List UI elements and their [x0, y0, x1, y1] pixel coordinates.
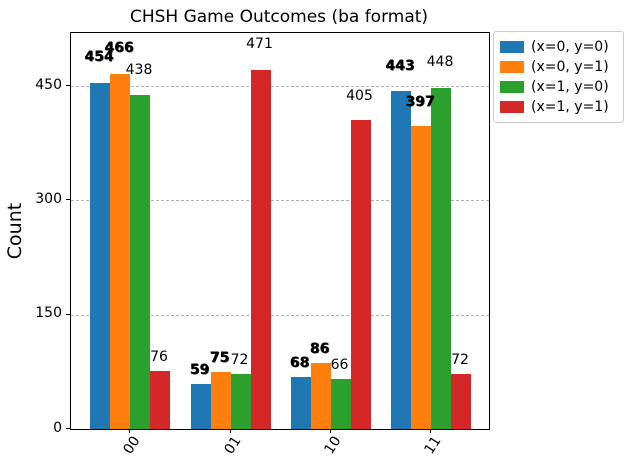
- legend-swatch-orange: [500, 61, 524, 73]
- gridline-y300: [71, 200, 489, 202]
- y-tick-label: 150: [35, 305, 62, 322]
- y-tick-mark: [66, 199, 70, 201]
- x-tick-label-01: 01: [220, 433, 245, 458]
- bar-01-s3: [250, 70, 271, 429]
- bar-value-label: 75: [209, 349, 230, 366]
- bar-value-label: 86: [309, 340, 330, 357]
- legend: (x=0, y=0) (x=0, y=1) (x=1, y=0) (x=1, y…: [493, 31, 624, 123]
- bar-value-label: 454: [84, 49, 114, 66]
- bar-value-label: 438: [125, 62, 153, 78]
- bar-11-s0: [391, 91, 411, 429]
- y-tick-label: 450: [35, 76, 62, 93]
- bar-value-label: 397: [405, 94, 435, 111]
- bar-11-s1: [411, 126, 431, 429]
- bar-10-s0: [290, 377, 311, 429]
- legend-label: (x=0, y=1): [531, 59, 609, 75]
- bar-00-s2: [130, 95, 150, 429]
- legend-swatch-blue: [500, 41, 524, 53]
- x-tick-mark: [329, 429, 331, 433]
- bar-value-label: 466: [104, 39, 134, 56]
- bar-value-label: 66: [330, 356, 349, 373]
- legend-item: (x=0, y=1): [500, 57, 616, 77]
- y-tick-label: 300: [35, 190, 62, 207]
- bar-value-label: 471: [246, 35, 273, 52]
- legend-item: (x=1, y=1): [500, 97, 616, 117]
- bar-01-s2: [230, 374, 251, 429]
- bar-10-s3: [350, 120, 371, 429]
- bar-11-s2: [431, 87, 451, 429]
- bar-01-s1: [210, 371, 231, 429]
- bar-value-label: 405: [346, 88, 373, 105]
- legend-swatch-green: [500, 81, 524, 93]
- bar-00-s3: [150, 371, 170, 429]
- bar-10-s2: [330, 378, 351, 429]
- bar-00-s0: [90, 82, 110, 429]
- bar-value-label: 59: [189, 362, 210, 379]
- bar-00-s1: [110, 73, 130, 429]
- gridline-y450: [71, 86, 489, 87]
- x-tick-mark: [129, 429, 130, 433]
- bar-value-label: 72: [230, 351, 249, 368]
- y-tick-label: 0: [53, 419, 62, 436]
- y-tick-mark: [66, 85, 70, 86]
- x-tick-label-11: 11: [421, 433, 445, 458]
- bar-value-label: 68: [289, 355, 310, 372]
- plot-area: [70, 32, 490, 430]
- y-axis-label: Count: [4, 202, 26, 260]
- x-tick-label-00: 00: [120, 433, 144, 458]
- bar-10-s1: [310, 363, 331, 429]
- bar-01-s0: [190, 384, 211, 429]
- x-tick-mark: [430, 429, 431, 433]
- x-tick-mark: [229, 429, 231, 433]
- legend-label: (x=1, y=1): [531, 99, 609, 115]
- legend-label: (x=1, y=0): [531, 79, 609, 95]
- bar-value-label: 443: [385, 58, 415, 75]
- legend-item: (x=1, y=0): [500, 77, 616, 97]
- bar-value-label: 76: [150, 348, 168, 365]
- bar-value-label: 448: [426, 54, 454, 71]
- legend-item: (x=0, y=0): [500, 37, 616, 57]
- bar-value-label: 72: [451, 351, 469, 368]
- y-tick-mark: [66, 428, 70, 429]
- gridline-y150: [71, 314, 489, 316]
- legend-swatch-red: [500, 101, 524, 113]
- legend-label: (x=0, y=0): [531, 39, 609, 55]
- x-tick-label-10: 10: [320, 433, 345, 458]
- bar-11-s3: [451, 374, 471, 429]
- y-tick-mark: [66, 313, 70, 315]
- chart-title: CHSH Game Outcomes (ba format): [129, 7, 429, 27]
